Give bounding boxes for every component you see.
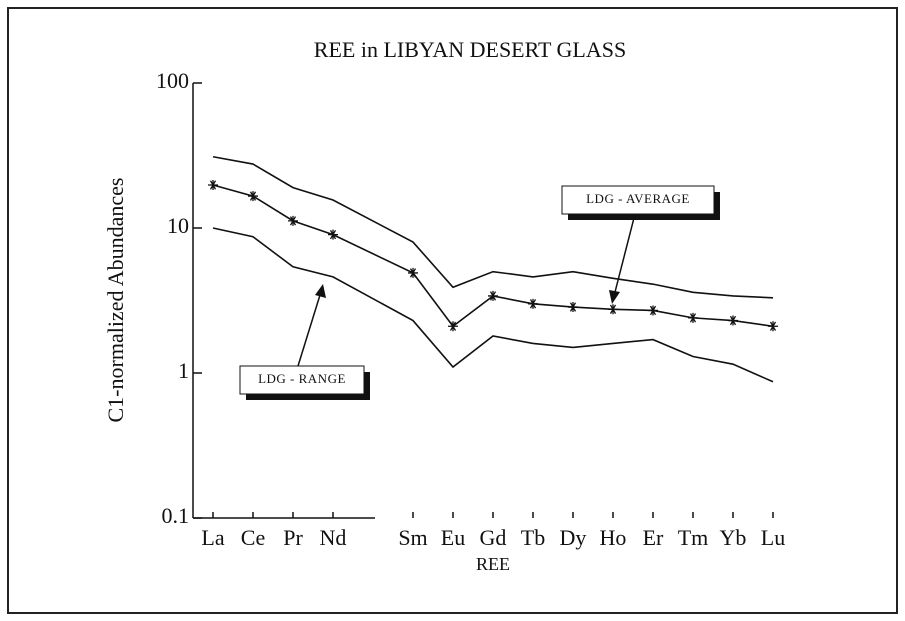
- x-tick-label: La: [201, 525, 224, 550]
- x-tick-label: Tm: [678, 525, 709, 550]
- marker: [488, 290, 498, 301]
- annotation: LDG - AVERAGE: [586, 191, 690, 206]
- x-tick-label: Sm: [398, 525, 427, 550]
- marker: [648, 305, 658, 316]
- y-tick-label: 100: [156, 68, 189, 93]
- marker: [528, 298, 538, 309]
- x-tick-label: Ho: [600, 525, 627, 550]
- x-tick-label: Er: [643, 525, 664, 550]
- annotation: LDG - RANGE: [258, 371, 346, 386]
- annotation-box: [239, 365, 365, 395]
- marker: [408, 267, 418, 278]
- marker: [568, 302, 578, 313]
- marker: [728, 315, 738, 326]
- marker: [248, 191, 258, 202]
- x-tick-label: Yb: [720, 525, 747, 550]
- series-line: [212, 227, 774, 383]
- y-axis-label: C1-normalized Abundances: [103, 178, 128, 423]
- marker: [688, 312, 698, 323]
- x-tick-label: Nd: [320, 525, 347, 550]
- x-tick-label: Lu: [761, 525, 785, 550]
- marker: [448, 321, 458, 332]
- arrow-head: [315, 284, 326, 298]
- x-tick-label: Ce: [241, 525, 265, 550]
- y-tick-label: 10: [167, 213, 189, 238]
- annotation-arrow: [613, 213, 636, 297]
- y-tick-label: 1: [178, 358, 189, 383]
- series-line: [212, 184, 774, 328]
- x-tick-label: Pr: [283, 525, 303, 550]
- frame: [7, 7, 898, 614]
- x-tick-label: Dy: [560, 525, 587, 550]
- y-tick-label: 0.1: [162, 503, 190, 528]
- x-tick-label: Eu: [441, 525, 465, 550]
- series-line: [212, 155, 774, 299]
- marker: [328, 229, 338, 240]
- marker: [608, 304, 618, 315]
- annotation-box: [561, 185, 715, 215]
- x-axis-label: REE: [476, 554, 510, 574]
- marker: [768, 321, 778, 332]
- marker: [288, 215, 298, 226]
- arrow-head: [609, 290, 620, 304]
- annotation-arrow: [297, 294, 321, 367]
- x-tick-label: Gd: [480, 525, 507, 550]
- x-tick-label: Tb: [521, 525, 545, 550]
- marker: [208, 179, 218, 190]
- chart-title: REE in LIBYAN DESERT GLASS: [314, 37, 626, 62]
